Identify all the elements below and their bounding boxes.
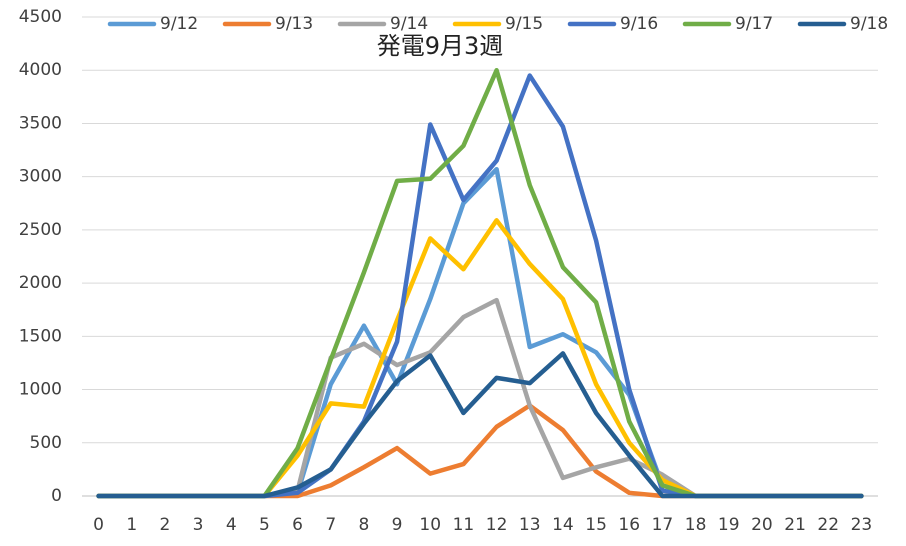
- legend-label: 9/12: [160, 14, 198, 34]
- x-tick-label: 7: [325, 515, 336, 535]
- x-tick-label: 19: [718, 515, 740, 535]
- legend-label: 9/13: [275, 14, 313, 34]
- y-tick-label: 1500: [19, 326, 62, 346]
- y-tick-label: 0: [51, 486, 62, 506]
- y-tick-label: 2500: [19, 220, 62, 240]
- y-tick-label: 4000: [19, 60, 62, 80]
- x-tick-label: 5: [259, 515, 270, 535]
- x-tick-label: 16: [618, 515, 640, 535]
- y-tick-label: 3000: [19, 167, 62, 187]
- series-line: [96, 403, 864, 499]
- y-tick-label: 1000: [19, 380, 62, 400]
- x-tick-label: 12: [486, 515, 508, 535]
- y-tick-label: 2000: [19, 273, 62, 293]
- legend-label: 9/18: [850, 14, 888, 34]
- x-tick-label: 23: [851, 515, 873, 535]
- x-tick-label: 20: [751, 515, 773, 535]
- x-tick-label: 4: [226, 515, 237, 535]
- x-tick-label: 8: [359, 515, 370, 535]
- x-tick-label: 6: [292, 515, 303, 535]
- y-tick-label: 3500: [19, 113, 62, 133]
- chart-title: 発電9月3週: [377, 32, 504, 60]
- x-tick-label: 9: [392, 515, 403, 535]
- series-line: [96, 351, 864, 499]
- y-tick-label: 500: [30, 433, 62, 453]
- x-tick-label: 15: [585, 515, 607, 535]
- series-line: [96, 218, 864, 499]
- x-tick-label: 10: [419, 515, 441, 535]
- legend-label: 9/14: [390, 14, 428, 34]
- x-tick-label: 21: [784, 515, 806, 535]
- legend-label: 9/17: [735, 14, 773, 34]
- x-tick-label: 22: [817, 515, 839, 535]
- x-tick-label: 0: [93, 515, 104, 535]
- x-tick-label: 18: [685, 515, 707, 535]
- legend-label: 9/15: [505, 14, 543, 34]
- x-tick-label: 1: [126, 515, 137, 535]
- x-tick-label: 13: [519, 515, 541, 535]
- series-line: [96, 73, 864, 499]
- legend-label: 9/16: [620, 14, 658, 34]
- x-tick-label: 17: [652, 515, 674, 535]
- y-tick-label: 4500: [19, 7, 62, 27]
- x-tick-label: 14: [552, 515, 574, 535]
- x-tick-label: 3: [193, 515, 204, 535]
- x-tick-label: 11: [453, 515, 475, 535]
- x-tick-label: 2: [160, 515, 171, 535]
